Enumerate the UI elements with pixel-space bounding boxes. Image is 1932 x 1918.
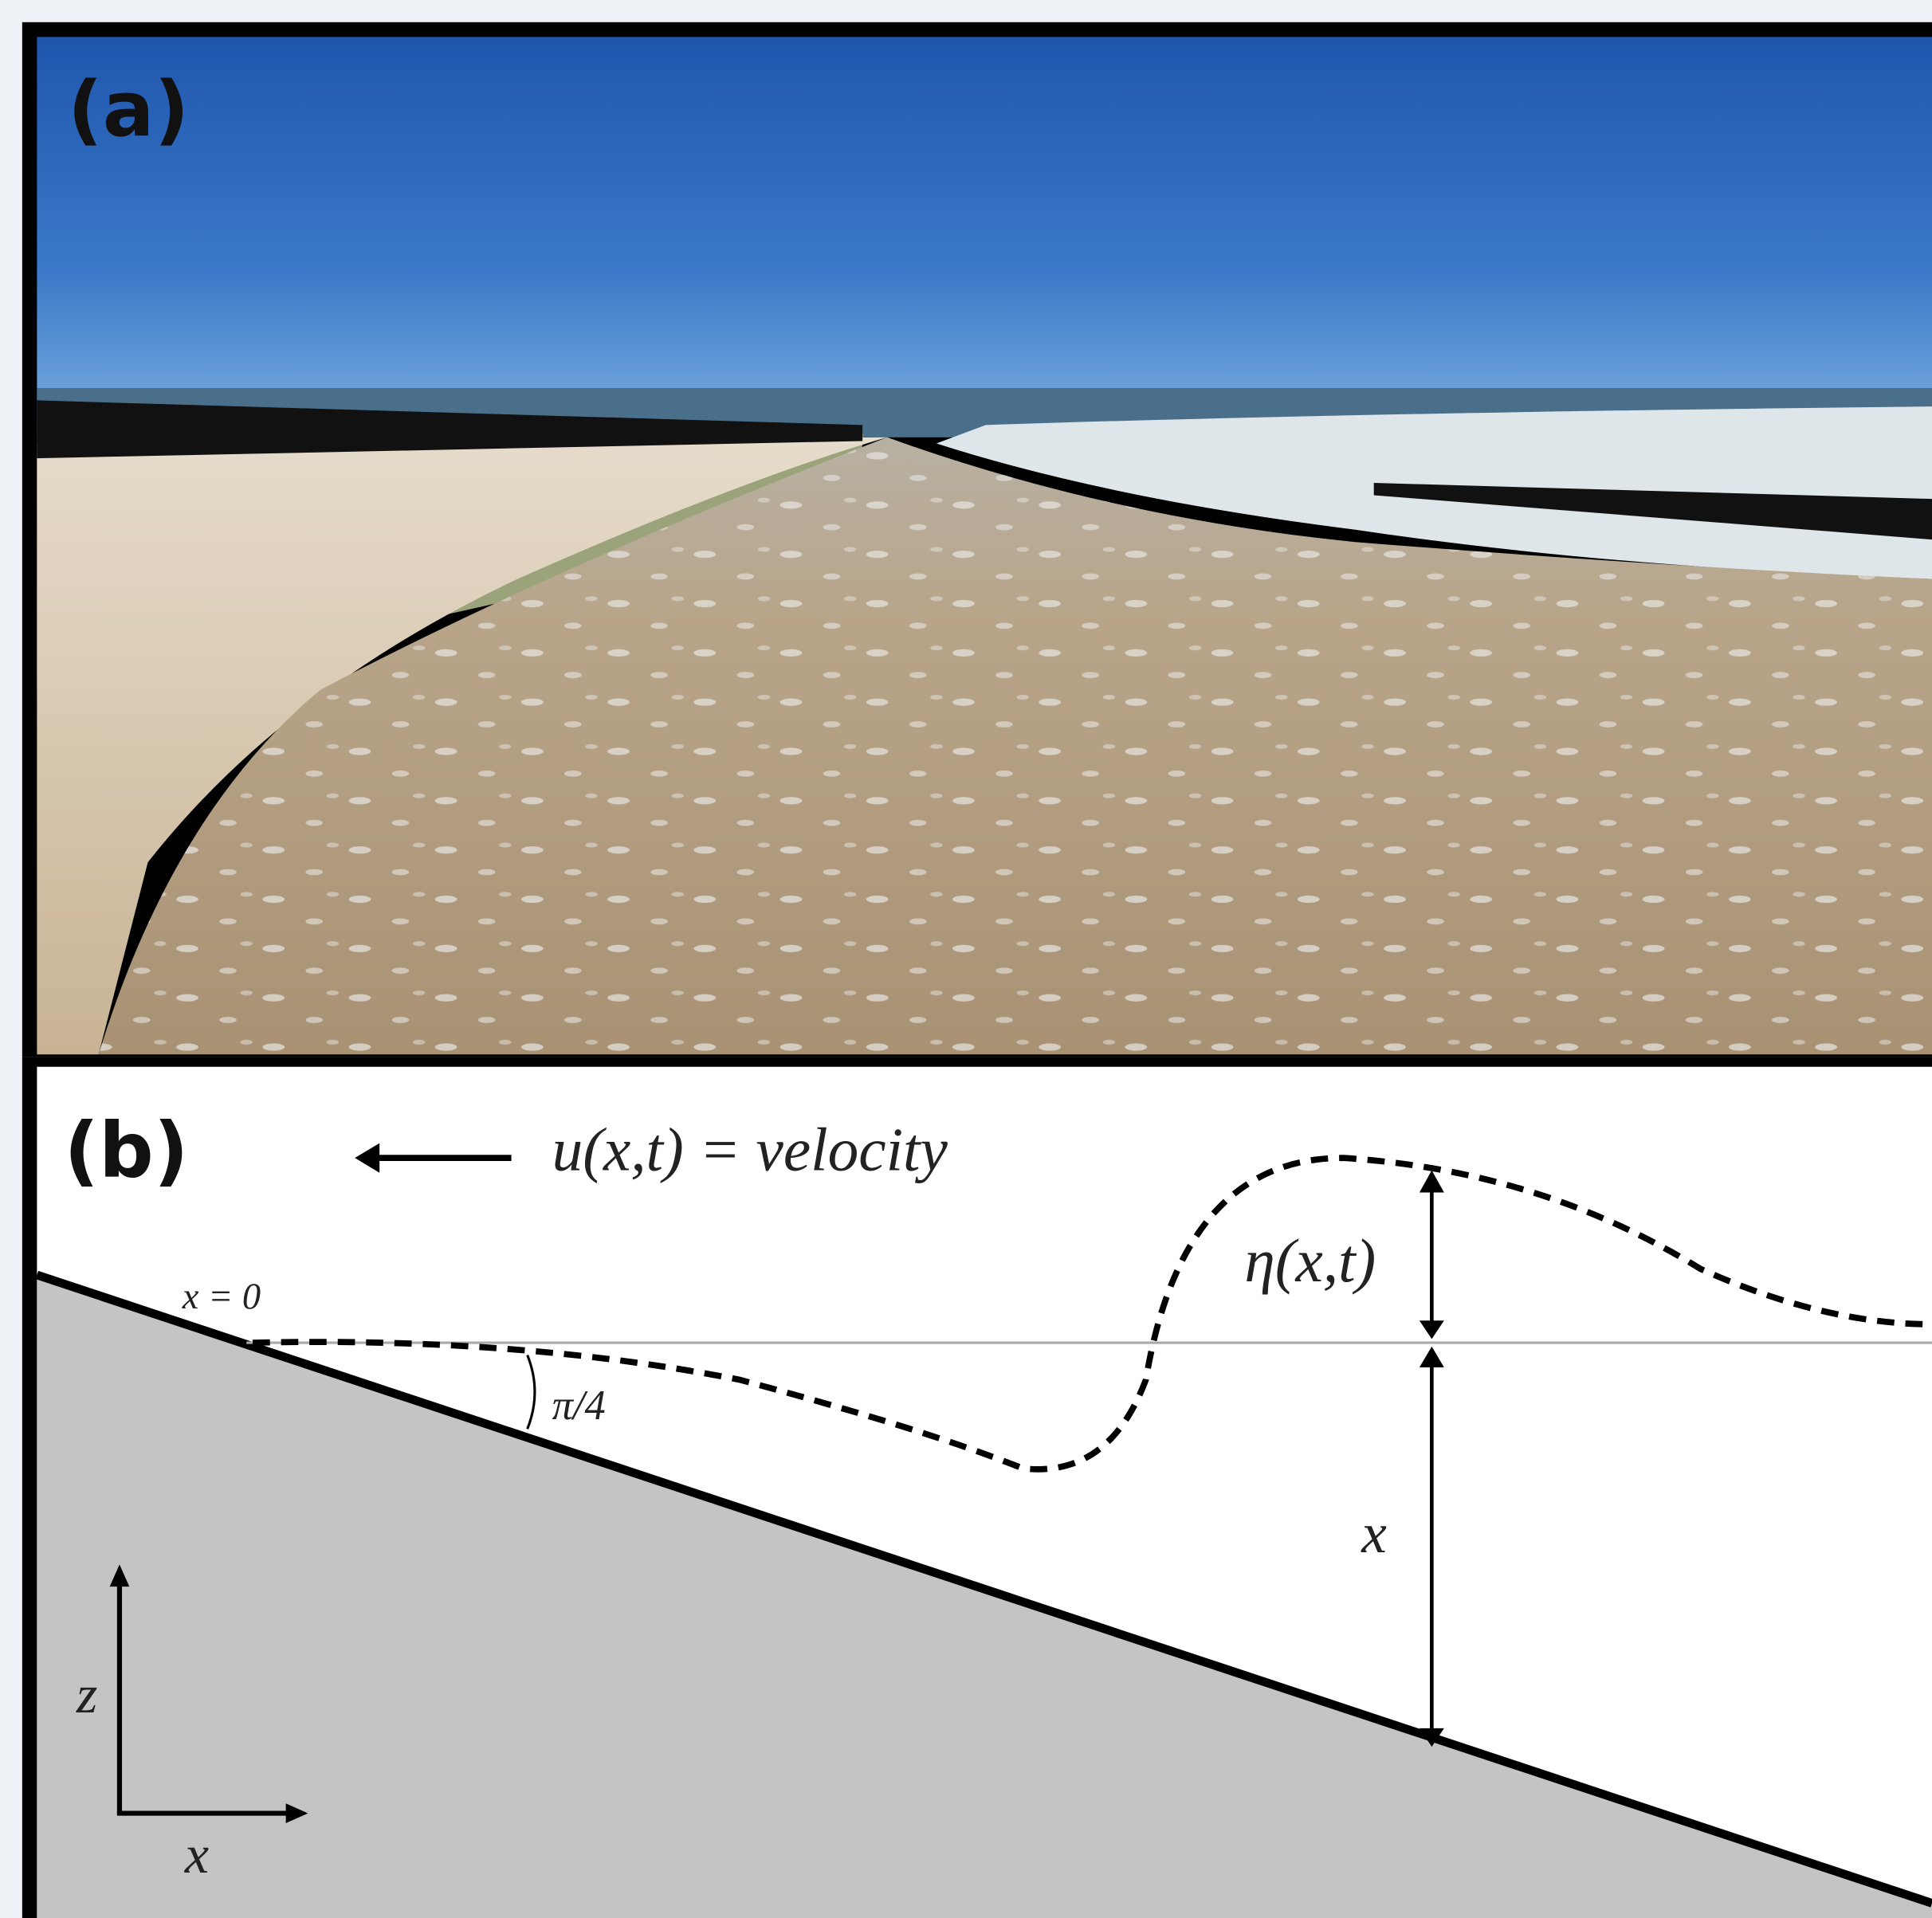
- panel-label: (b): [64, 1105, 188, 1194]
- origin-label: x = 0: [182, 1277, 261, 1317]
- angle-label: π/4: [552, 1383, 606, 1429]
- sky: [37, 37, 1932, 425]
- photo-panel: (a): [22, 22, 1932, 1057]
- figure: (a) (b) u(x,t) = velocity x = 0 π/4 η(x,…: [0, 0, 1932, 1918]
- z-axis-label: z: [76, 1664, 97, 1724]
- x-axis-label: x: [184, 1824, 209, 1885]
- diagram-panel: (b) u(x,t) = velocity x = 0 π/4 η(x,t) x…: [22, 1057, 1932, 1918]
- velocity-label: u(x,t) = velocity: [552, 1116, 948, 1184]
- elevation-label: η(x,t): [1244, 1226, 1376, 1295]
- depth-label: x: [1361, 1503, 1387, 1565]
- panel-label: (a): [68, 65, 189, 154]
